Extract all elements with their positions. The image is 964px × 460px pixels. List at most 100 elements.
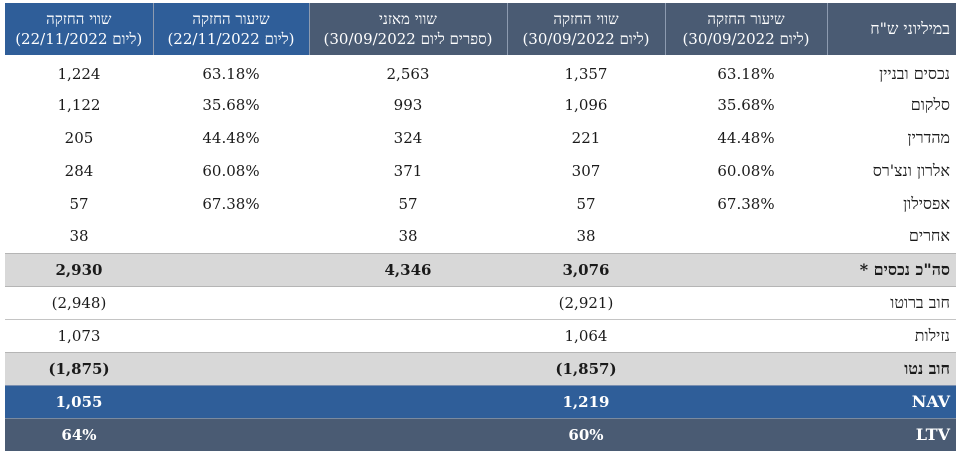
- table-row-total-assets: סה"כ נכסים * 3,076 4,346 2,930: [5, 252, 956, 287]
- cell-rate-0930: 67.38%: [665, 187, 827, 220]
- cell-book-0930: 4,346: [309, 252, 507, 287]
- header-value-0930: שווי החזקה (ליום 30/09/2022): [507, 3, 666, 55]
- table-row-property-building: נכסים ובניין 63.18% 1,357 2,563 63.18% 1…: [5, 55, 956, 88]
- row-label: אחרים: [827, 220, 956, 253]
- header-rate-0930-line1: שיעור החזקה: [707, 10, 785, 28]
- header-value-0930-line2: (ליום 30/09/2022): [522, 30, 650, 48]
- cell-rate-0930: [665, 286, 827, 320]
- header-value-0930-line1: שווי החזקה: [553, 10, 619, 28]
- cell-rate-0930: [665, 220, 827, 253]
- row-label: סלקום: [827, 88, 956, 121]
- header-book-0930-line1: שווי מאזני: [379, 10, 437, 28]
- cell-value-0930: 1,219: [507, 384, 665, 418]
- cell-book-0930: [309, 319, 507, 352]
- cell-rate-1122: 67.38%: [153, 187, 309, 220]
- header-rate-1122-line1: שיעור החזקה: [192, 10, 270, 28]
- cell-value-0930: (2,921): [507, 286, 665, 320]
- cell-value-1122: 1,224: [5, 55, 153, 88]
- table-row-mehadrin: מהדרין 44.48% 221 324 44.48% 205: [5, 121, 956, 154]
- header-value-1122-line1: שווי החזקה: [46, 10, 112, 28]
- row-label: חוב ברוטו: [827, 286, 956, 320]
- cell-book-0930: 2,563: [309, 55, 507, 88]
- table-row-nav: NAV 1,219 1,055: [5, 384, 956, 418]
- cell-book-0930: 993: [309, 88, 507, 121]
- cell-value-0930: 57: [507, 187, 665, 220]
- row-label: מהדרין: [827, 121, 956, 154]
- cell-value-0930: 1,096: [507, 88, 665, 121]
- header-book-0930-line2: (ספרים ליום 30/09/2022): [323, 30, 493, 48]
- cell-value-1122: 57: [5, 187, 153, 220]
- cell-value-1122: 1,055: [5, 384, 153, 418]
- cell-value-0930: 221: [507, 121, 665, 154]
- table-row-liquidity: נזילות 1,064 1,073: [5, 319, 956, 352]
- cell-value-0930: 60%: [507, 417, 665, 451]
- cell-rate-1122: [153, 220, 309, 253]
- cell-value-1122: 38: [5, 220, 153, 253]
- header-value-1122-line2: (ליום 22/11/2022): [15, 30, 143, 48]
- row-label: אלרון ונצ'רס: [827, 154, 956, 187]
- cell-rate-1122: 44.48%: [153, 121, 309, 154]
- cell-book-0930: [309, 384, 507, 418]
- cell-value-1122: 64%: [5, 417, 153, 451]
- row-label: נזילות: [827, 319, 956, 352]
- cell-rate-1122: 63.18%: [153, 55, 309, 88]
- table-row-epsilon: אפסילון 67.38% 57 57 67.38% 57: [5, 187, 956, 220]
- cell-value-0930: 1,357: [507, 55, 665, 88]
- table-row-elron-ventures: אלרון ונצ'רס 60.08% 307 371 60.08% 284: [5, 154, 956, 187]
- table-row-gross-debt: חוב ברוטו (2,921) (2,948): [5, 286, 956, 320]
- header-book-0930: שווי מאזני (ספרים ליום 30/09/2022): [309, 3, 508, 55]
- cell-value-0930: (1,857): [507, 351, 665, 385]
- header-label-column: במיליוני ש"ח: [827, 3, 956, 55]
- cell-rate-1122: [153, 286, 309, 320]
- cell-rate-1122: [153, 384, 309, 418]
- cell-rate-0930: [665, 384, 827, 418]
- cell-rate-1122: [153, 252, 309, 287]
- row-label: אפסילון: [827, 187, 956, 220]
- row-label: NAV: [827, 384, 956, 418]
- cell-value-1122: 1,122: [5, 88, 153, 121]
- cell-value-1122: (2,948): [5, 286, 153, 320]
- cell-rate-0930: [665, 417, 827, 451]
- holdings-value-table: במיליוני ש"ח שיעור החזקה (ליום 30/09/202…: [5, 3, 956, 451]
- cell-value-0930: 3,076: [507, 252, 665, 287]
- cell-book-0930: [309, 351, 507, 385]
- header-rate-1122: שיעור החזקה (ליום 22/11/2022): [153, 3, 310, 55]
- header-rate-1122-line2: (ליום 22/11/2022): [167, 30, 295, 48]
- cell-rate-0930: 63.18%: [665, 55, 827, 88]
- row-label: חוב נטו: [827, 351, 956, 385]
- cell-value-1122: 2,930: [5, 252, 153, 287]
- table-row-net-debt: חוב נטו (1,857) (1,875): [5, 351, 956, 385]
- cell-book-0930: 324: [309, 121, 507, 154]
- table-header-row: במיליוני ש"ח שיעור החזקה (ליום 30/09/202…: [5, 3, 956, 55]
- cell-value-0930: 38: [507, 220, 665, 253]
- cell-rate-0930: 44.48%: [665, 121, 827, 154]
- cell-book-0930: [309, 286, 507, 320]
- cell-rate-0930: 60.08%: [665, 154, 827, 187]
- row-label: סה"כ נכסים *: [827, 252, 956, 287]
- header-value-1122: שווי החזקה (ליום 22/11/2022): [5, 3, 154, 55]
- header-rate-0930-line2: (ליום 30/09/2022): [682, 30, 810, 48]
- cell-book-0930: 57: [309, 187, 507, 220]
- cell-rate-0930: [665, 319, 827, 352]
- cell-value-1122: 1,073: [5, 319, 153, 352]
- cell-value-0930: 1,064: [507, 319, 665, 352]
- header-rate-0930: שיעור החזקה (ליום 30/09/2022): [665, 3, 828, 55]
- cell-rate-1122: 60.08%: [153, 154, 309, 187]
- cell-book-0930: 371: [309, 154, 507, 187]
- cell-book-0930: [309, 417, 507, 451]
- cell-value-1122: 205: [5, 121, 153, 154]
- table-row-cellcom: סלקום 35.68% 1,096 993 35.68% 1,122: [5, 88, 956, 121]
- row-label: נכסים ובניין: [827, 55, 956, 88]
- cell-book-0930: 38: [309, 220, 507, 253]
- cell-rate-1122: [153, 351, 309, 385]
- cell-rate-1122: 35.68%: [153, 88, 309, 121]
- cell-rate-1122: [153, 319, 309, 352]
- cell-value-0930: 307: [507, 154, 665, 187]
- cell-value-1122: 284: [5, 154, 153, 187]
- cell-rate-1122: [153, 417, 309, 451]
- table-row-others: אחרים 38 38 38: [5, 220, 956, 253]
- cell-rate-0930: [665, 351, 827, 385]
- cell-value-1122: (1,875): [5, 351, 153, 385]
- holdings-table-container: במיליוני ש"ח שיעור החזקה (ליום 30/09/202…: [5, 3, 956, 458]
- cell-rate-0930: [665, 252, 827, 287]
